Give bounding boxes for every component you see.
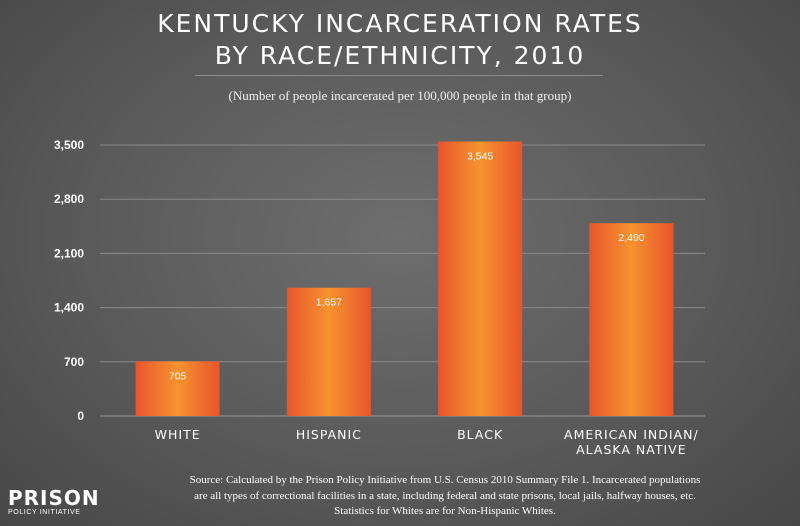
bar-chart: 0 700 1,400 2,100 2,800 3,500 705 1,657 3,545 2,… <box>54 138 705 457</box>
prison-policy-initiative-logo: PRISON POLICY INITIATIVE <box>8 488 100 516</box>
y-tick-label: 1,400 <box>54 301 84 315</box>
bars: 705 1,657 3,545 2,490 <box>135 141 674 416</box>
y-tick-label: 3,500 <box>54 138 84 152</box>
bar-value-label: 2,490 <box>618 232 644 244</box>
bar <box>286 287 371 416</box>
bar-value-label: 705 <box>169 370 187 382</box>
bar-value-label: 1,657 <box>316 297 342 309</box>
x-tick-label: HISPANIC <box>296 427 362 442</box>
y-tick-label: 2,800 <box>54 192 84 206</box>
bar <box>438 141 523 416</box>
logo-line-1: PRISON <box>8 486 100 510</box>
source-line-3: Statistics for Whites are for Non-Hispan… <box>334 505 556 517</box>
logo-line-2: POLICY INITIATIVE <box>8 509 81 516</box>
x-tick-label: AMERICAN INDIAN/ALASKA NATIVE <box>564 427 699 457</box>
bar-value-label: 3,545 <box>467 151 493 163</box>
y-axis-ticks: 0 700 1,400 2,100 2,800 3,500 <box>54 138 84 423</box>
y-tick-label: 0 <box>77 409 84 423</box>
title-divider <box>195 75 603 76</box>
y-tick-label: 700 <box>64 355 84 369</box>
bar <box>135 361 220 416</box>
source-note: Source: Calculated by the Prison Policy … <box>100 473 790 520</box>
chart-title-line-2: BY RACE/ETHNICITY, 2010 <box>214 41 586 70</box>
source-line-1: Source: Calculated by the Prison Policy … <box>189 474 701 486</box>
chart-subtitle: (Number of people incarcerated per 100,0… <box>228 88 572 103</box>
chart-title-line-1: KENTUCKY INCARCERATION RATES <box>157 9 643 38</box>
x-tick-label: BLACK <box>457 427 503 442</box>
bar <box>589 223 674 416</box>
x-axis-ticks: WHITE HISPANIC BLACK AMERICAN INDIAN/ALASKA… <box>155 427 699 457</box>
x-tick-label: WHITE <box>155 427 201 442</box>
source-line-2: are all types of correctional facilities… <box>194 489 696 502</box>
y-tick-label: 2,100 <box>54 246 84 260</box>
